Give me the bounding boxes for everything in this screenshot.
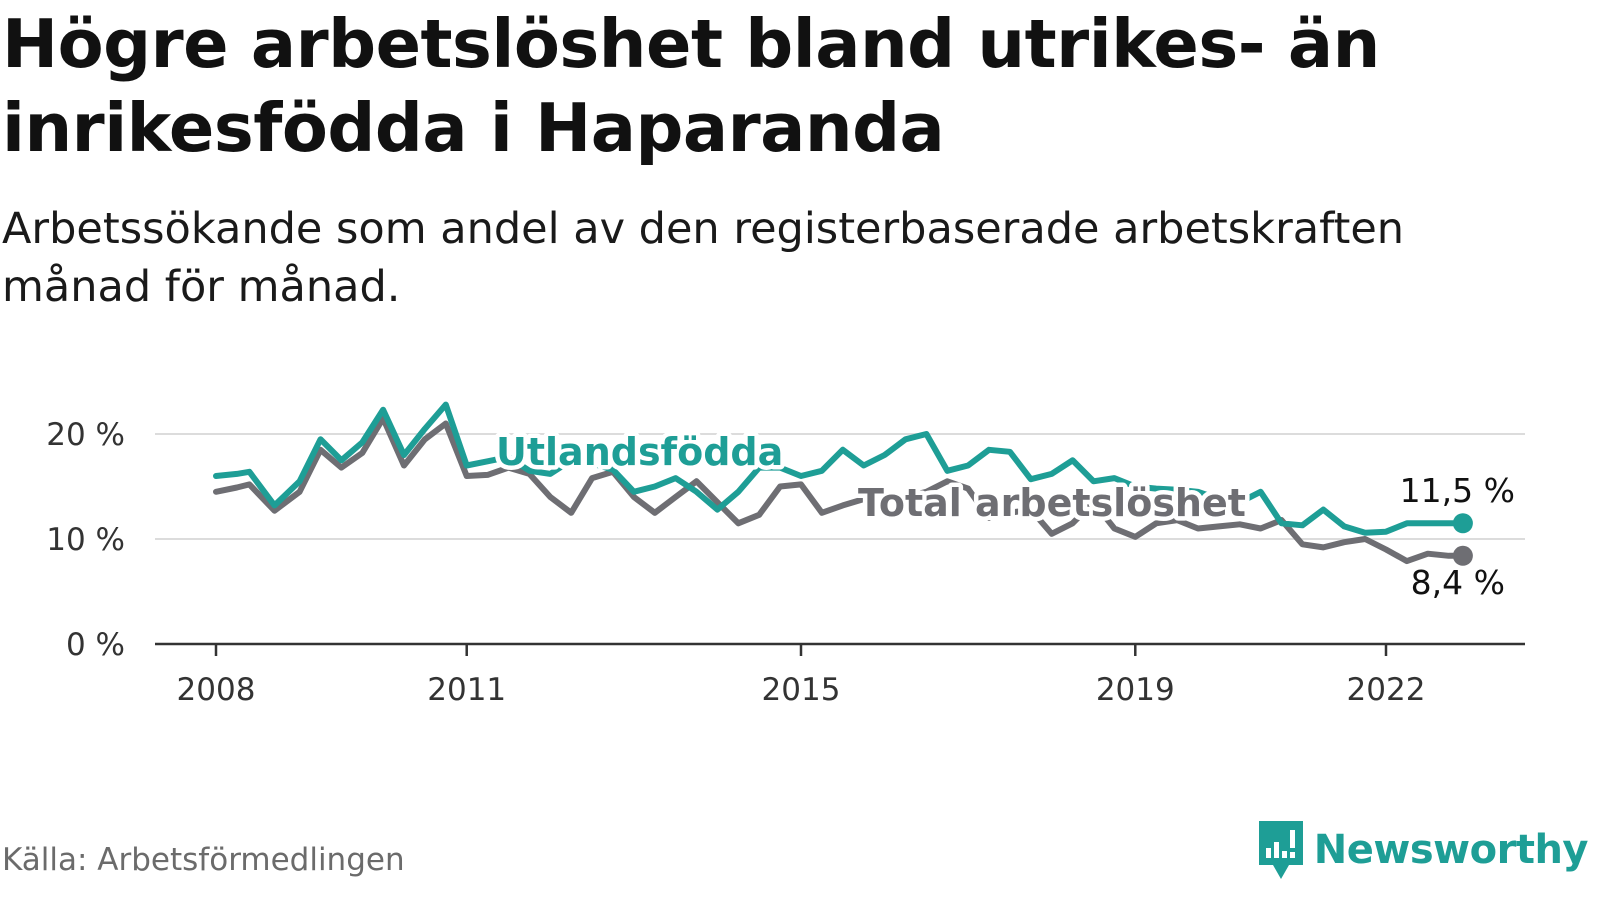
end-point-total-arbetsl-shet xyxy=(1452,545,1473,566)
source-note: Källa: Arbetsförmedlingen xyxy=(2,842,405,878)
newsworthy-logo[interactable]: Newsworthy xyxy=(1256,818,1589,882)
x-tick-label: 2022 xyxy=(1347,672,1426,708)
y-axis-labels: 0 % 10 % 20 % xyxy=(46,417,125,663)
line-chart: 0 % 10 % 20 % 2008 2011 2015 2019 2022 Utlands… xyxy=(46,401,1525,708)
end-label-utlandsfodda: 11,5 % xyxy=(1400,471,1515,510)
x-axis-ticks xyxy=(214,644,1388,656)
x-tick-label: 2008 xyxy=(177,672,256,708)
series-label-total-halo: Total arbetslöshet xyxy=(858,481,1246,525)
y-tick-label: 20 % xyxy=(46,417,125,453)
series-label-utlandsfodda-halo: Utlandsfödda xyxy=(496,430,783,474)
series-line-total-arbetsl-shet xyxy=(213,415,1466,565)
series-line-utlandsf-dda xyxy=(213,401,1466,536)
newsworthy-logo-icon xyxy=(1258,821,1303,879)
y-tick-label: 0 % xyxy=(66,627,125,663)
chart-subtitle: Arbetssökande som andel av den registerb… xyxy=(2,204,1405,312)
x-tick-label: 2019 xyxy=(1096,672,1175,708)
series-lines xyxy=(213,401,1466,565)
end-point-utlandsf-dda xyxy=(1452,513,1473,534)
x-tick-label: 2015 xyxy=(762,672,841,708)
newsworthy-logo-text: Newsworthy xyxy=(1313,827,1589,873)
series-label-total: Total arbetslöshet xyxy=(858,481,1246,525)
x-tick-label: 2011 xyxy=(427,672,506,708)
y-tick-label: 10 % xyxy=(46,522,125,558)
series-label-utlandsfodda: Utlandsfödda xyxy=(496,430,783,474)
x-axis-labels: 2008 2011 2015 2019 2022 xyxy=(177,672,1426,708)
chart-title: Högre arbetslöshet bland utrikes- än inr… xyxy=(2,5,1380,167)
series-end-points xyxy=(1452,513,1473,566)
end-label-total: 8,4 % xyxy=(1411,563,1505,602)
